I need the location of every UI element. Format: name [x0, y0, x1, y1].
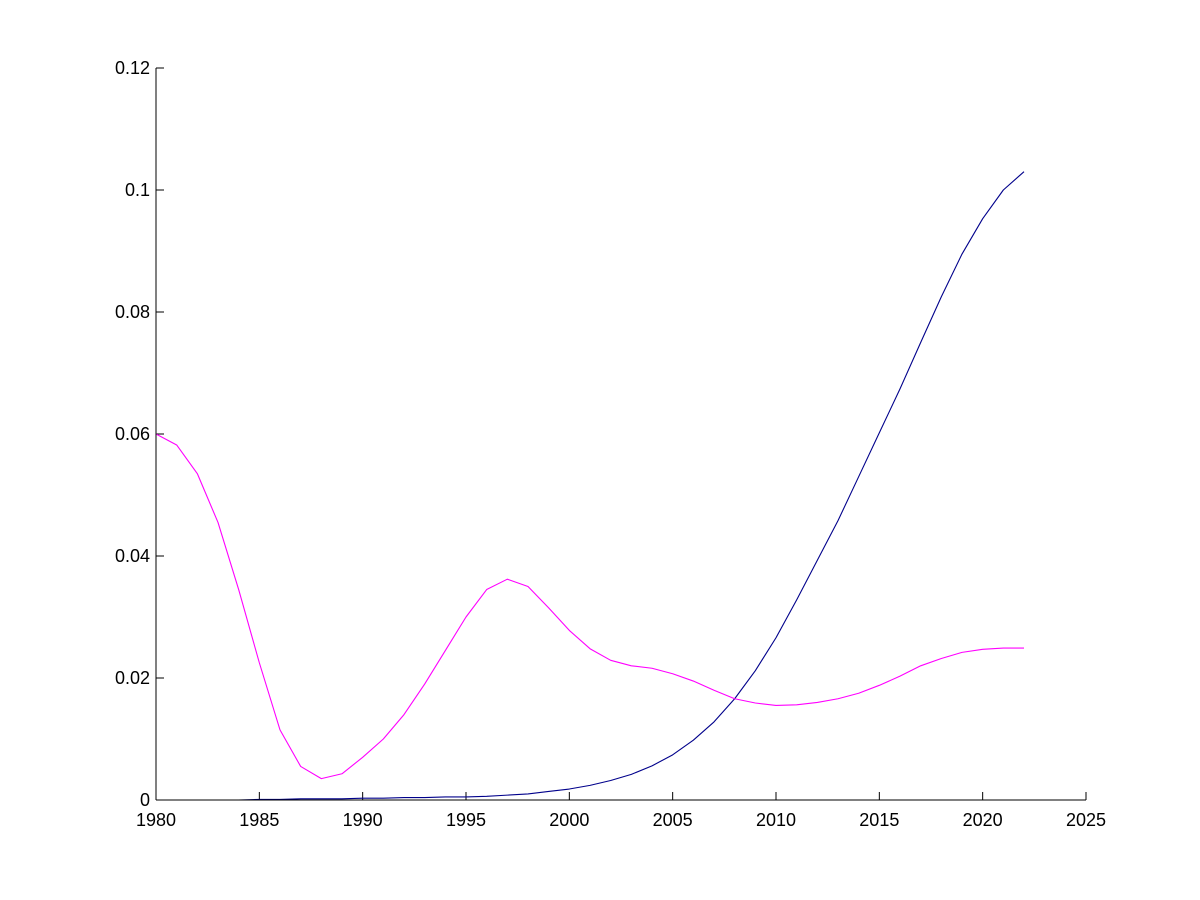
y-tick-label: 0: [140, 790, 150, 810]
series-lines: [155, 171, 1025, 801]
x-tick-label: 1990: [343, 810, 383, 830]
y-tick-label: 0.02: [115, 668, 150, 688]
x-axis-ticks: 1980 1985 1990 1995 2000 2005 2010 2015 2020 2025: [136, 792, 1106, 830]
x-tick-label: 2015: [859, 810, 899, 830]
x-tick-label: 2000: [549, 810, 589, 830]
series-line-2: [155, 433, 1024, 780]
y-tick-label: 0.1: [125, 180, 150, 200]
x-tick-label: 1995: [446, 810, 486, 830]
y-tick-label: 0.04: [115, 546, 150, 566]
x-tick-label: 2020: [963, 810, 1003, 830]
x-tick-label: 1985: [239, 810, 279, 830]
x-tick-label: 1980: [136, 810, 176, 830]
x-tick-label: 2025: [1066, 810, 1106, 830]
y-tick-label: 0.08: [115, 302, 150, 322]
y-tick-label: 0.12: [115, 58, 150, 78]
x-tick-label: 2010: [756, 810, 796, 830]
series-line-1: [156, 171, 1025, 801]
x-tick-label: 2005: [653, 810, 693, 830]
y-axis-ticks: 0 0.02 0.04 0.06 0.08 0.1 0.12: [115, 58, 164, 810]
y-tick-label: 0.06: [115, 424, 150, 444]
